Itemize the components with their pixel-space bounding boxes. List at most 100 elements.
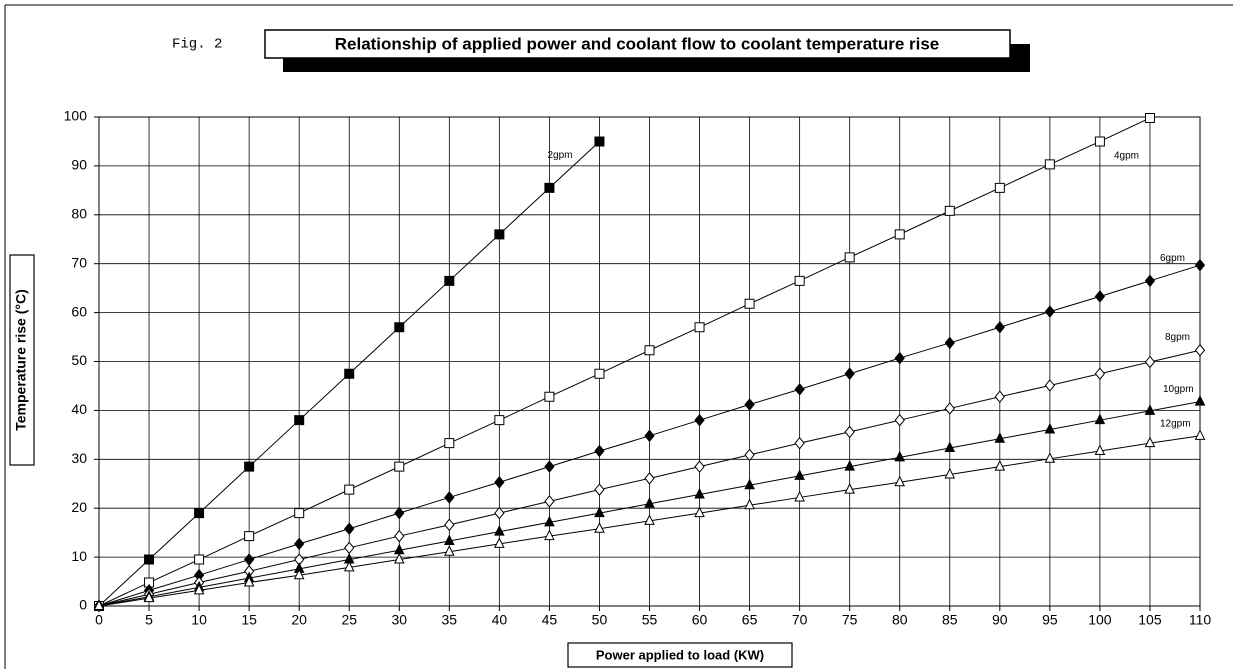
marker xyxy=(694,506,705,518)
y-tick-label: 10 xyxy=(71,548,87,564)
marker xyxy=(1194,343,1206,357)
x-tick-label: 85 xyxy=(942,612,958,628)
y-tick-label: 0 xyxy=(79,597,87,613)
marker xyxy=(494,537,505,548)
marker xyxy=(393,552,405,564)
x-tick-label: 100 xyxy=(1088,612,1112,628)
marker xyxy=(994,182,1005,193)
marker xyxy=(844,252,855,263)
marker xyxy=(1094,413,1106,425)
marker xyxy=(394,529,405,543)
marker xyxy=(1144,436,1156,448)
y-tick-label: 90 xyxy=(71,157,87,173)
marker xyxy=(1144,112,1155,123)
y-tick-label: 50 xyxy=(71,352,87,368)
marker xyxy=(1194,394,1206,406)
figure-label: Fig. 2 xyxy=(172,37,222,53)
marker xyxy=(243,575,255,587)
series-label: 10gpm xyxy=(1163,384,1194,395)
marker xyxy=(494,229,505,240)
marker xyxy=(994,320,1005,334)
marker xyxy=(1144,274,1156,288)
x-tick-label: 70 xyxy=(792,612,808,628)
marker xyxy=(944,205,955,216)
marker xyxy=(744,448,755,462)
y-tick-label: 70 xyxy=(71,254,87,270)
marker xyxy=(844,367,855,381)
marker xyxy=(444,438,455,449)
y-tick-label: 80 xyxy=(71,206,87,222)
marker xyxy=(644,514,655,525)
marker xyxy=(594,522,605,533)
marker xyxy=(394,322,405,333)
marker xyxy=(143,591,155,603)
marker xyxy=(844,460,855,471)
y-label-box xyxy=(9,254,35,466)
marker xyxy=(1194,429,1206,440)
marker xyxy=(544,515,555,527)
x-tick-label: 10 xyxy=(191,612,207,628)
marker xyxy=(794,490,805,502)
x-tick-label: 60 xyxy=(692,612,708,628)
x-tick-label: 5 xyxy=(145,612,153,628)
marker xyxy=(294,415,305,426)
marker xyxy=(894,450,906,462)
marker xyxy=(894,229,905,240)
marker xyxy=(494,506,505,520)
marker xyxy=(494,415,505,426)
marker xyxy=(594,136,605,147)
marker xyxy=(294,537,305,551)
marker xyxy=(494,525,505,536)
marker xyxy=(544,529,555,541)
marker xyxy=(594,483,605,496)
marker xyxy=(1094,444,1106,455)
marker xyxy=(1044,379,1056,392)
x-tick-label: 45 xyxy=(542,612,558,628)
x-tick-label: 65 xyxy=(742,612,758,628)
marker xyxy=(544,391,555,402)
marker xyxy=(444,545,455,556)
marker xyxy=(394,461,405,472)
x-tick-label: 25 xyxy=(341,612,357,628)
marker xyxy=(744,478,755,490)
x-label-box xyxy=(567,642,793,668)
marker xyxy=(994,432,1006,443)
chart-title: Relationship of applied power and coolan… xyxy=(335,34,940,53)
marker xyxy=(944,441,956,453)
marker xyxy=(344,484,355,495)
series-label: 12gpm xyxy=(1160,418,1191,429)
marker xyxy=(344,368,355,379)
marker xyxy=(794,383,805,396)
marker xyxy=(1194,258,1206,272)
x-tick-label: 80 xyxy=(892,612,908,628)
y-tick-label: 60 xyxy=(71,303,87,319)
x-tick-label: 75 xyxy=(842,612,858,628)
marker xyxy=(1144,404,1156,415)
marker xyxy=(794,436,805,450)
marker xyxy=(1044,159,1055,170)
x-tick-label: 0 xyxy=(95,612,103,628)
marker xyxy=(394,506,405,520)
marker xyxy=(594,368,605,379)
marker xyxy=(644,345,655,356)
marker xyxy=(944,467,956,479)
marker xyxy=(344,541,355,555)
x-tick-label: 20 xyxy=(291,612,307,628)
marker xyxy=(343,560,355,572)
marker xyxy=(694,460,705,473)
x-tick-label: 55 xyxy=(642,612,658,628)
marker xyxy=(293,568,305,580)
series-line xyxy=(98,117,1151,607)
marker xyxy=(144,577,155,588)
marker xyxy=(244,461,255,472)
marker xyxy=(1044,422,1056,434)
marker xyxy=(744,398,755,411)
marker xyxy=(694,413,705,427)
marker xyxy=(1094,136,1105,147)
y-tick-label: 100 xyxy=(64,108,88,124)
marker xyxy=(644,429,655,443)
marker xyxy=(344,522,355,536)
marker xyxy=(894,351,905,365)
marker xyxy=(194,554,205,565)
